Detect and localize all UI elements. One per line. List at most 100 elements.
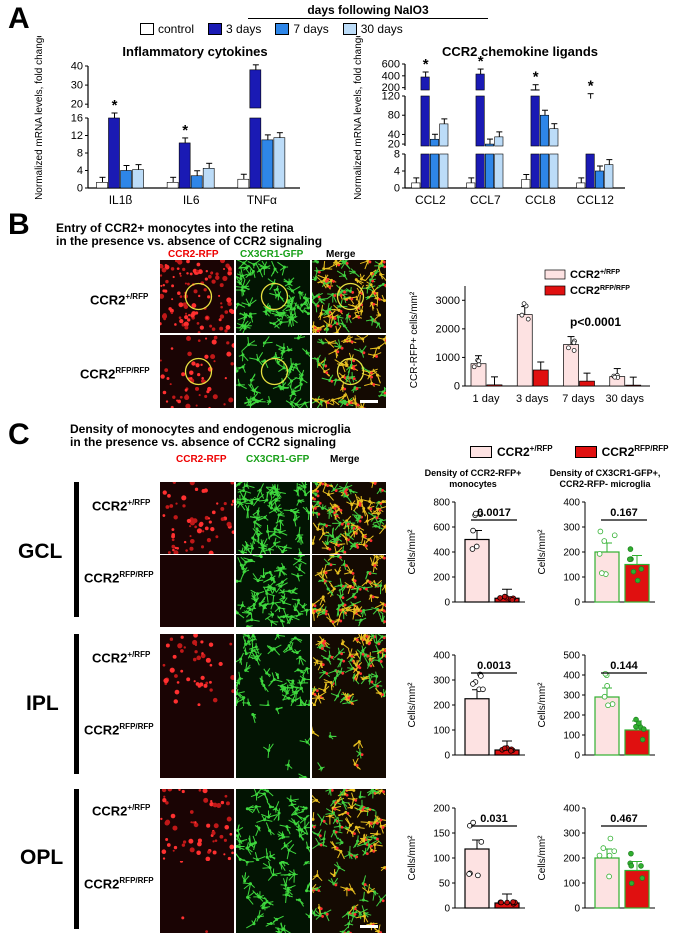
a-left-bar (249, 69, 262, 109)
c-image-opl-red-het (160, 789, 234, 861)
c-image-opl-green-ko (236, 861, 310, 933)
a-right-bar (549, 128, 559, 147)
panel-b-title: Entry of CCR2+ monocytes into the retina… (56, 221, 323, 248)
c-point (628, 862, 635, 869)
c-image-ipl-red-het (160, 634, 234, 706)
a-left-bar (249, 117, 262, 189)
c-ytick-label: 0 (574, 904, 580, 915)
c-ytick-label: 100 (563, 573, 580, 584)
legend-swatch (470, 445, 492, 458)
c-ytick-label: 100 (433, 726, 450, 737)
c-col-rfp: CCR2-RFP (176, 454, 227, 465)
b-point (571, 348, 577, 353)
c-bar (594, 551, 620, 603)
c-point (600, 845, 607, 851)
c-point (639, 875, 646, 881)
c-point (639, 736, 646, 743)
c-ytick-label: 200 (433, 573, 450, 584)
a-right-star: * (588, 78, 594, 95)
c-point (473, 543, 480, 550)
c-col-gfp: CX3CR1-GFP (246, 454, 310, 465)
a-left-bar (261, 139, 274, 189)
c-ylabel: Cells/mm² (537, 529, 548, 575)
layer-label-gcl: GCL (18, 540, 63, 563)
a-right-ytick-label: 400 (382, 70, 400, 82)
a-left-bar (108, 117, 120, 189)
c-ipl-row-het: CCR2+/RFP (92, 650, 151, 666)
a-right-bar (521, 179, 531, 189)
b-bar (532, 369, 549, 387)
a-right-bar (429, 153, 439, 189)
c-ytick-label: 0 (444, 904, 450, 915)
panel-c-letter: C (8, 418, 30, 451)
c-col-merge: Merge (330, 454, 360, 465)
b-bar (579, 380, 595, 387)
c-image-opl-green-het (236, 789, 310, 861)
c-point (633, 716, 639, 723)
a-right-bar (549, 153, 559, 189)
c-ytick-label: 800 (433, 498, 450, 509)
c-ytick-label: 400 (563, 671, 580, 682)
c-image-ipl-merge-ko (312, 706, 386, 778)
c-gcl-row-het: CCR2+/RFP (92, 498, 151, 514)
a-left-bar (237, 178, 250, 189)
c-ytick-label: 100 (563, 879, 580, 890)
b-legend-label: CCR2+/RFP (570, 269, 620, 281)
ipl-bracket (74, 634, 79, 774)
c-image-ipl-green-ko (236, 706, 310, 778)
c-pvalue: 0.0017 (477, 507, 511, 519)
a-right-bar (420, 153, 430, 189)
c-image-opl-merge-het (312, 789, 386, 861)
b-pvalue: p<0.0001 (570, 315, 621, 329)
b-ytick-label: 1000 (436, 352, 460, 364)
a-right-bar (475, 95, 485, 147)
a-right-ytick-label: 4 (394, 166, 400, 178)
a-right-ytick-label: 20 (388, 139, 400, 151)
c-point (478, 673, 484, 679)
b-ytick-label: 0 (454, 381, 460, 393)
c-legend-het: CCR2+/RFP (470, 444, 553, 459)
c-image-opl-red-ko (160, 861, 234, 933)
c-point (638, 863, 644, 869)
c-ytick-label: 200 (433, 804, 450, 815)
c-point (478, 839, 485, 845)
c-chart-title-monocytes: Density of CCR2-RFP+ monocytes (424, 468, 522, 489)
c-image-gcl-merge-het (312, 482, 386, 554)
c-image-ipl-green-het (236, 634, 310, 706)
c-point (469, 546, 476, 552)
b-xtick-label: 30 days (605, 393, 644, 405)
legend-swatch (574, 445, 597, 458)
a-right-bar (484, 153, 494, 189)
a-right-bar (411, 182, 421, 189)
c-point (470, 819, 476, 826)
b-image-red-ko (160, 335, 234, 408)
a-right-bar (494, 153, 504, 189)
a-right-xtick-label: CCL12 (577, 193, 615, 204)
c-ytick-label: 100 (563, 731, 580, 742)
legend-7days: 7 days (275, 22, 329, 36)
a-left-ytick-label: 30 (71, 80, 83, 92)
c-point (466, 871, 472, 877)
b-point (471, 364, 477, 370)
c-point (596, 551, 603, 557)
c-ytick-label: 300 (563, 523, 580, 534)
a-right-bar (420, 95, 430, 147)
c-point (609, 701, 616, 707)
c-ytick-label: 500 (563, 651, 580, 662)
c-point (606, 873, 612, 880)
legend-swatch (342, 23, 357, 35)
c-bar (624, 869, 650, 909)
c-bar (494, 749, 520, 756)
c-pvalue: 0.031 (480, 813, 508, 825)
a-right-bar (420, 76, 430, 91)
c-point (501, 593, 508, 600)
c-point (630, 568, 637, 575)
b-bar (486, 384, 503, 387)
c-point (607, 835, 614, 842)
c-point (602, 670, 609, 677)
a-right-bar (539, 114, 549, 147)
c-ylabel: Cells/mm² (407, 682, 418, 728)
a-right-bar (594, 170, 604, 189)
b-bar (625, 384, 642, 387)
b-bar (516, 314, 533, 387)
